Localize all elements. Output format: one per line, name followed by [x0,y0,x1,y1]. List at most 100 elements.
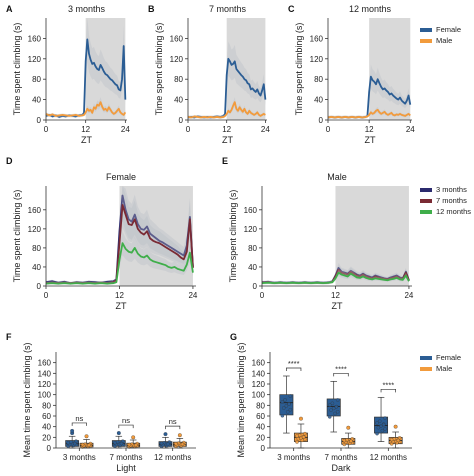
y-tick-label: 160 [28,34,42,43]
y-tick-label: 120 [170,55,184,64]
series-line-male [45,101,127,117]
y-tick-label: 160 [252,359,266,368]
y-tick-label: 40 [42,423,51,432]
x-tick-label: 12 [115,291,124,300]
data-point [283,398,287,402]
y-tick-label: 140 [252,369,266,378]
y-tick-label: 100 [252,391,266,400]
data-point [73,441,77,446]
y-axis-label: Time spent climbing (s) [228,190,238,283]
y-tick-label: 120 [244,225,258,234]
y-tick-label: 160 [28,206,42,215]
panel-title: Female [106,172,136,182]
legend-label: Female [436,25,461,34]
x-tick-label: 12 [222,125,231,134]
x-tick-label: 3 months [277,453,310,462]
data-point [342,438,347,443]
series-line-12-months [45,242,194,285]
legend-label: Male [436,364,452,373]
data-point [381,422,386,427]
data-point [288,407,293,412]
data-point [66,441,70,445]
series-line-12-months [261,271,410,285]
x-tick-label: 0 [44,291,49,300]
dark-period-shading [85,18,411,286]
y-tick-label: 120 [28,55,42,64]
series-line-male [187,101,266,119]
x-tick-label: 0 [186,125,191,134]
significance-bracket [118,424,134,429]
y-tick-label: 160 [244,206,258,215]
data-point [288,394,293,398]
x-axis-label: Light [116,463,136,473]
x-tick-label: 24 [261,125,270,134]
y-tick-label: 80 [174,75,183,84]
data-point [377,419,382,423]
y-tick-label: 0 [261,444,266,453]
outlier-point [393,424,398,429]
data-point [349,439,353,444]
panel-label: G [230,332,237,342]
panel-label: A [6,4,13,14]
data-point [331,406,336,411]
data-point [375,431,379,436]
y-tick-label: 120 [310,55,324,64]
x-tick-label: 24 [121,125,130,134]
dark-phase-region [335,186,409,286]
y-tick-label: 0 [319,116,324,125]
x-tick-label: 12 months [370,453,407,462]
data-point [284,404,289,408]
data-point [287,402,291,406]
x-tick-label: 12 months [154,453,191,462]
outlier-point [70,428,75,433]
legend-swatch [420,199,432,203]
x-axis-label: ZT [365,135,376,145]
legend-label: 7 months [436,196,467,205]
panel-title: Male [327,172,347,182]
significance-bracket [286,367,302,371]
legend-swatch [420,367,432,371]
dark-phase-region [85,18,126,120]
y-tick-label: 80 [314,75,323,84]
y-tick-label: 0 [47,444,52,453]
legend-label: Female [436,353,461,362]
outlier-point [299,416,303,421]
dark-phase-region [226,18,266,120]
y-tick-label: 160 [38,359,52,368]
data-point [87,443,91,447]
y-tick-label: 120 [252,380,266,389]
outlier-point [116,431,121,436]
data-point [174,442,178,446]
data-point [134,443,138,447]
x-axis-label: ZT [222,135,233,145]
legend-swatch [420,28,432,32]
outlier-point [84,434,89,439]
significance-label: ns [75,414,83,423]
y-tick-label: 0 [253,282,258,291]
y-tick-label: 40 [32,263,41,272]
panel-title: 3 months [68,4,106,14]
y-tick-label: 80 [42,401,51,410]
data-point [280,400,285,404]
significance-label: ns [122,416,130,425]
y-tick-label: 0 [37,116,42,125]
y-tick-label: 80 [32,244,41,253]
series-ci-band [328,106,411,119]
data-point [159,441,164,446]
significance-label: ns [169,417,177,426]
y-tick-label: 40 [248,263,257,272]
y-tick-label: 80 [256,401,265,410]
data-point [303,431,307,436]
legend-swatch [420,188,432,192]
legend-swatch [420,210,432,214]
x-tick-label: 0 [44,125,49,134]
legend-swatch [420,356,432,360]
x-tick-label: 3 months [63,453,96,462]
y-tick-label: 160 [310,34,324,43]
x-tick-label: 7 months [110,453,143,462]
x-tick-label: 0 [326,125,331,134]
y-tick-label: 40 [174,96,183,105]
y-tick-label: 20 [256,433,265,442]
y-axis-label: Mean time spent climbing (s) [236,342,246,457]
x-tick-label: 0 [260,291,265,300]
